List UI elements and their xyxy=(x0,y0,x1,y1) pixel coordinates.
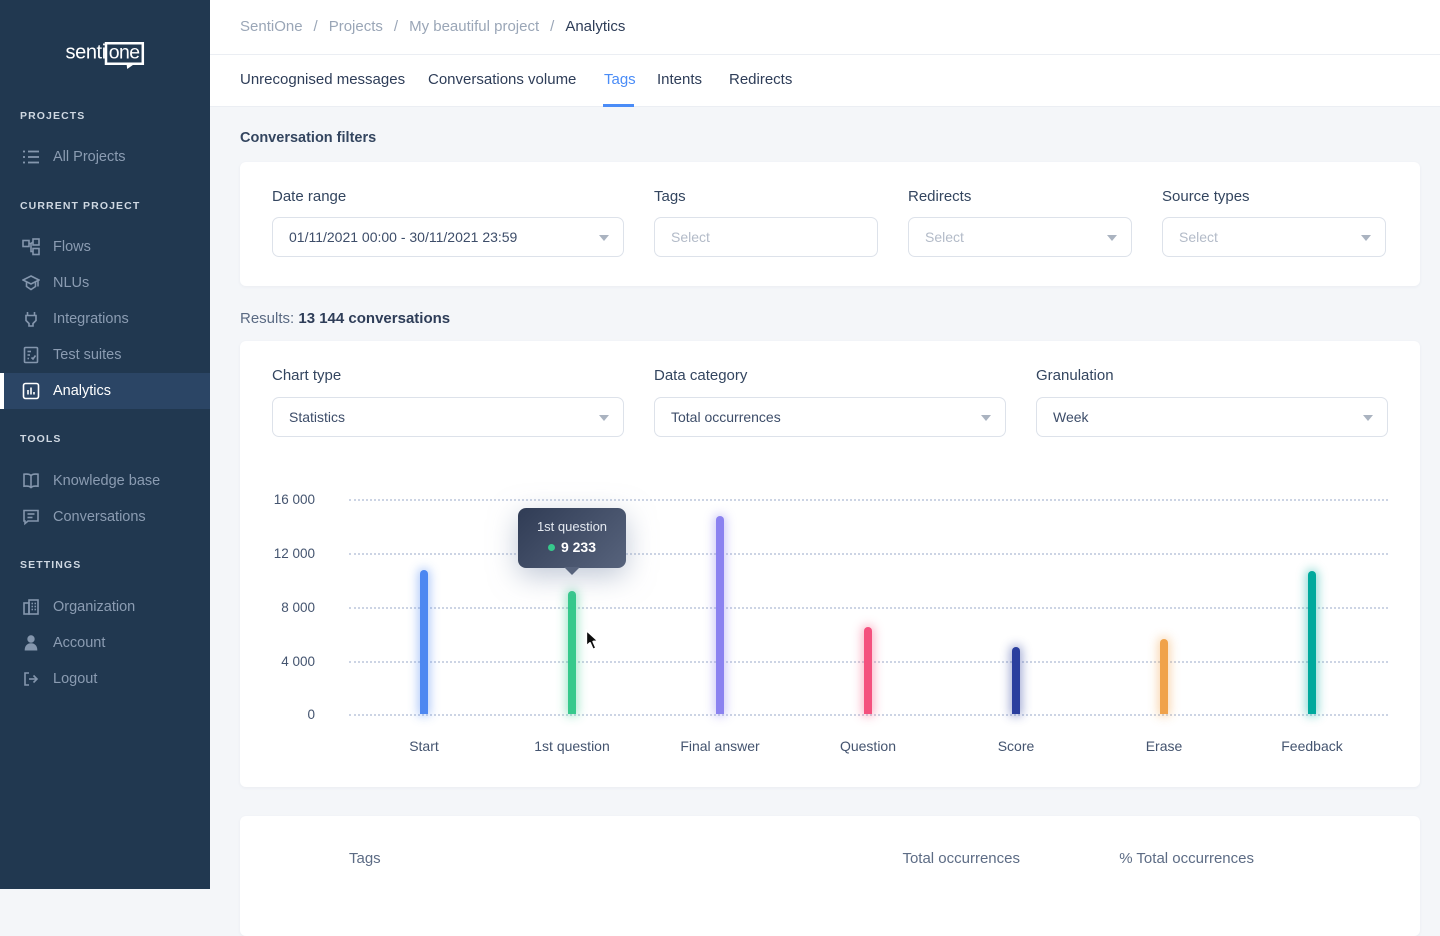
svg-text:one: one xyxy=(109,42,140,64)
svg-text:senti: senti xyxy=(66,42,106,64)
